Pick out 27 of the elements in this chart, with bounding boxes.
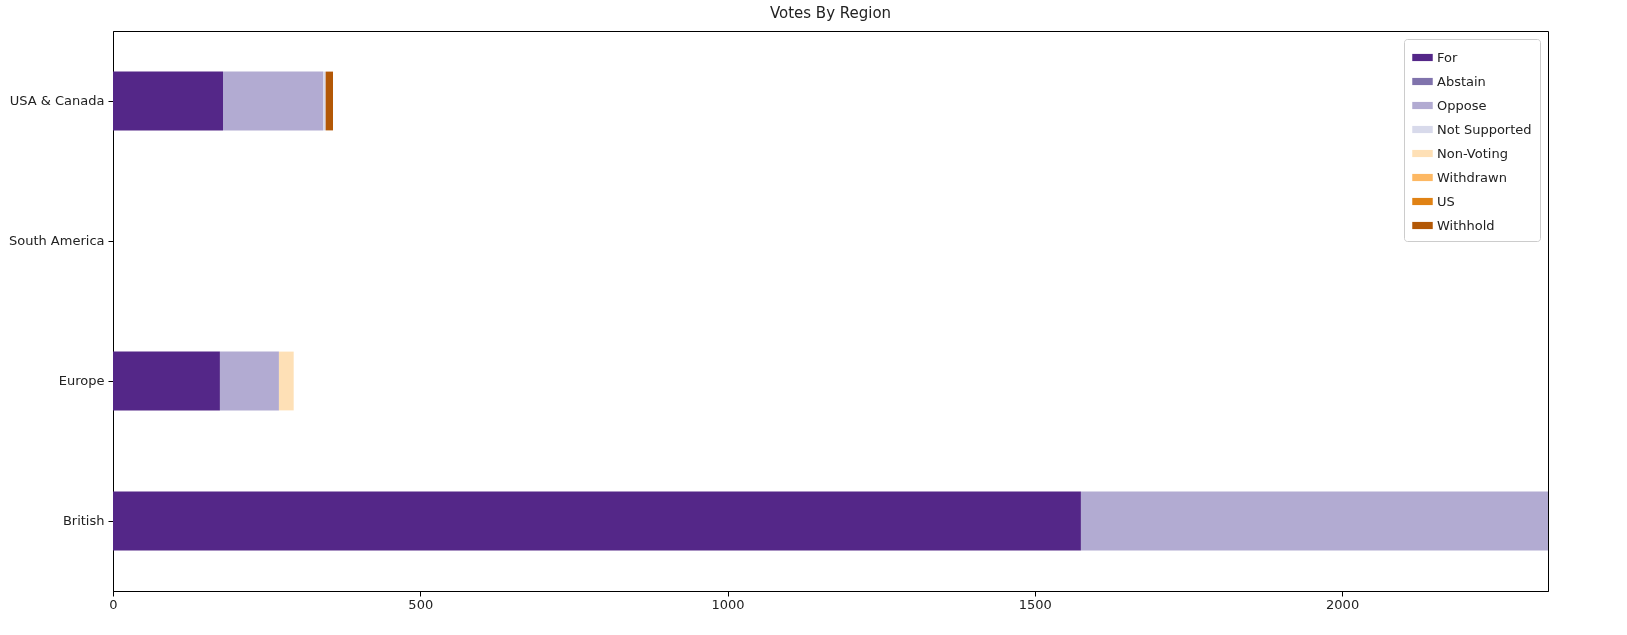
x-tick-label: 0 [109, 596, 118, 612]
bar [113, 351, 220, 411]
legend-label: Withhold [1437, 217, 1495, 233]
legend-label: For [1437, 49, 1458, 65]
bar [1080, 491, 1548, 551]
y-tick-label: Europe [58, 373, 105, 388]
bar [219, 351, 279, 411]
x-tick-label: 1500 [1018, 596, 1052, 612]
bar [223, 71, 324, 131]
legend-label: Oppose [1437, 97, 1487, 113]
x-tick-label: 2000 [1326, 596, 1360, 612]
x-tick-label: 500 [408, 596, 434, 612]
y-tick-label: South America [8, 233, 105, 248]
legend-label: Not Supported [1437, 121, 1532, 137]
y-tick-label: British [62, 513, 105, 528]
bar [323, 71, 326, 131]
y-tick-label: USA & Canada [9, 93, 105, 108]
x-tick-label: 1000 [711, 596, 745, 612]
bar [113, 491, 1081, 551]
legend-label: US [1437, 193, 1455, 209]
bar [113, 71, 224, 131]
chart-title: Votes By Region [769, 4, 892, 22]
legend-label: Abstain [1437, 73, 1486, 89]
legend-label: Non-Voting [1437, 145, 1508, 161]
bar [325, 71, 334, 131]
legend-label: Withdrawn [1437, 169, 1507, 185]
bar [278, 351, 294, 411]
